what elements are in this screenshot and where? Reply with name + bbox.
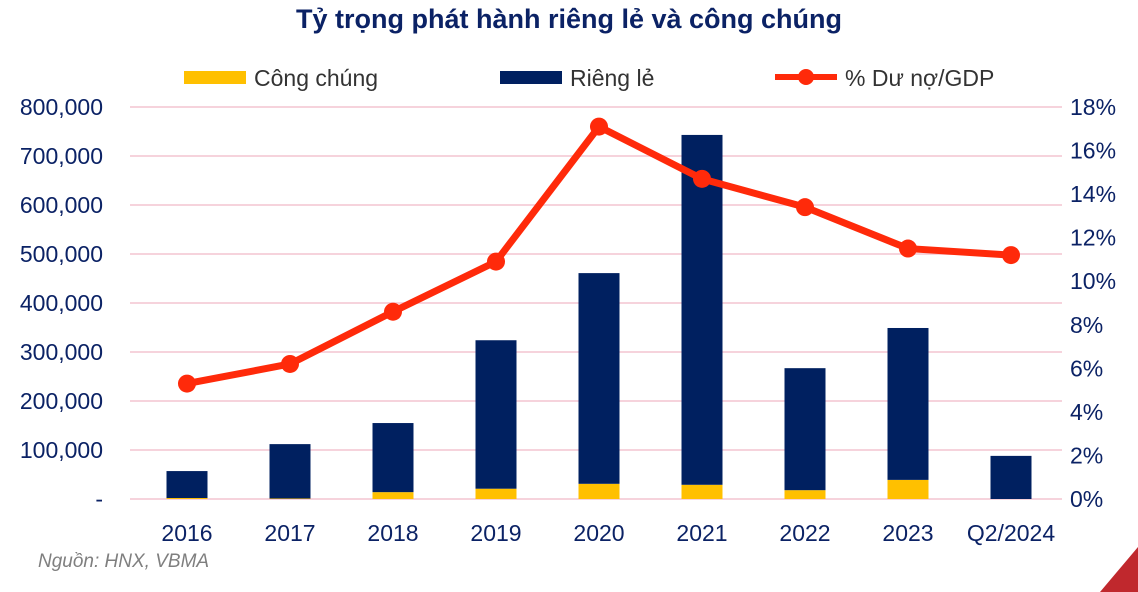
source-note: Nguồn: HNX, VBMA bbox=[38, 551, 210, 572]
y-right-tick-label: 18% bbox=[1070, 94, 1116, 120]
line-point bbox=[1002, 246, 1020, 265]
y-left-tick-label: 200,000 bbox=[20, 388, 103, 414]
bar-cong-chung bbox=[784, 490, 826, 499]
x-tick-label: 2020 bbox=[573, 520, 624, 546]
x-tick-label: 2023 bbox=[882, 520, 933, 546]
bar-cong-chung bbox=[681, 484, 723, 499]
x-tick-label: 2021 bbox=[676, 520, 727, 546]
y-right-tick-label: 12% bbox=[1070, 225, 1116, 251]
bar-rieng-le bbox=[578, 273, 620, 484]
y-right-tick-label: 8% bbox=[1070, 312, 1103, 338]
bar-cong-chung bbox=[887, 479, 929, 499]
bar-cong-chung bbox=[475, 488, 517, 499]
y-right-tick-label: 6% bbox=[1070, 355, 1103, 381]
y-left-tick-label: 400,000 bbox=[20, 290, 103, 316]
legend-marker bbox=[798, 69, 814, 85]
bar-rieng-le bbox=[784, 368, 826, 491]
y-right-tick-label: 14% bbox=[1070, 181, 1116, 207]
y-right-tick-label: 16% bbox=[1070, 138, 1116, 164]
y-left-tick-label: 300,000 bbox=[20, 339, 103, 365]
bar-cong-chung bbox=[166, 498, 208, 499]
y-left-tick-label: 800,000 bbox=[20, 94, 103, 120]
y-right-tick-label: 4% bbox=[1070, 399, 1103, 425]
line-point bbox=[281, 354, 299, 373]
x-tick-label: 2017 bbox=[264, 520, 315, 546]
legend-swatch bbox=[500, 71, 562, 84]
legend-label: Công chúng bbox=[254, 65, 378, 91]
bar-rieng-le bbox=[269, 444, 311, 499]
line-point bbox=[590, 117, 608, 136]
line-point bbox=[487, 252, 505, 271]
bar-rieng-le bbox=[681, 134, 723, 485]
bar-cong-chung bbox=[372, 492, 414, 499]
legend-label: % Dư nợ/GDP bbox=[845, 65, 994, 91]
y-right-tick-label: 2% bbox=[1070, 442, 1103, 468]
legend-label: Riêng lẻ bbox=[570, 65, 654, 91]
line-point bbox=[693, 169, 711, 188]
line-point bbox=[384, 302, 402, 321]
y-left-tick-label: 600,000 bbox=[20, 192, 103, 218]
line-point bbox=[899, 239, 917, 258]
x-tick-label: Q2/2024 bbox=[967, 520, 1055, 546]
legend-swatch bbox=[184, 71, 246, 84]
y-left-tick-label: - bbox=[95, 486, 103, 512]
bar-rieng-le bbox=[475, 340, 517, 489]
y-right-tick-label: 0% bbox=[1070, 486, 1103, 512]
bar-cong-chung bbox=[578, 483, 620, 499]
x-tick-label: 2016 bbox=[161, 520, 212, 546]
y-left-tick-label: 500,000 bbox=[20, 241, 103, 267]
x-tick-label: 2022 bbox=[779, 520, 830, 546]
chart-title: Tỷ trọng phát hành riêng lẻ và công chún… bbox=[295, 4, 843, 34]
y-left-tick-label: 700,000 bbox=[20, 143, 103, 169]
line-point bbox=[178, 374, 196, 393]
corner-decoration bbox=[1100, 547, 1138, 592]
bar-rieng-le bbox=[887, 327, 929, 480]
line-point bbox=[796, 198, 814, 217]
y-left-tick-label: 100,000 bbox=[20, 437, 103, 463]
bar-rieng-le bbox=[166, 471, 208, 499]
bar-rieng-le bbox=[990, 455, 1032, 499]
y-right-tick-label: 10% bbox=[1070, 268, 1116, 294]
x-tick-label: 2018 bbox=[367, 520, 418, 546]
x-tick-label: 2019 bbox=[470, 520, 521, 546]
bar-rieng-le bbox=[372, 423, 414, 493]
